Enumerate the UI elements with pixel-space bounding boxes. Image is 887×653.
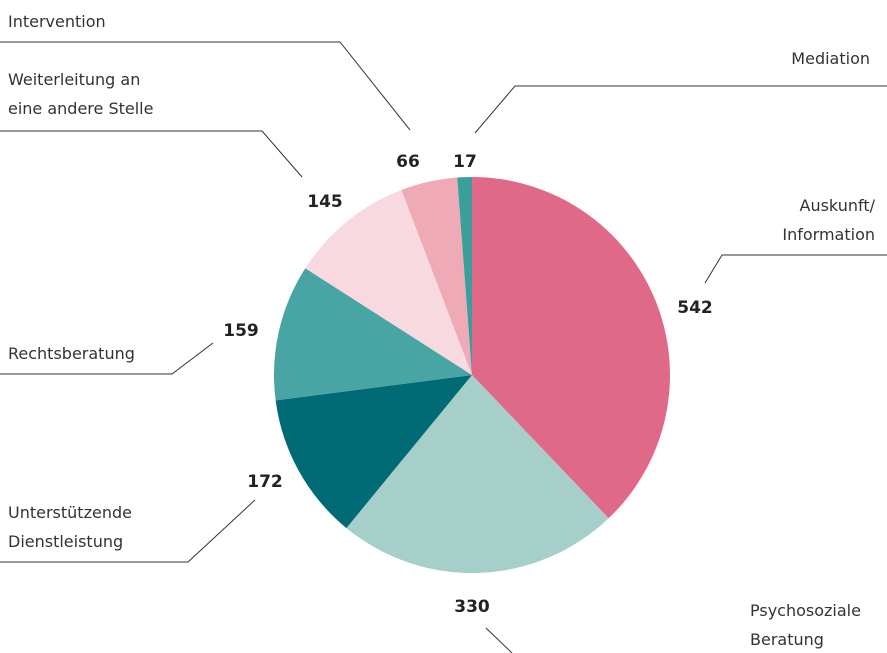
leader-line — [0, 41, 411, 131]
pie-slice — [275, 375, 472, 529]
category-label: Intervention — [8, 12, 106, 31]
value-label: 17 — [453, 152, 477, 172]
value-label: 172 — [247, 472, 283, 492]
value-label: 159 — [223, 321, 259, 341]
value-label: 542 — [677, 298, 713, 318]
pie-slice — [305, 190, 472, 375]
category-label: Rechtsberatung — [8, 344, 135, 363]
category-label: Auskunft/Information — [782, 196, 875, 244]
pie-slice — [274, 268, 472, 401]
leader-line — [704, 254, 887, 284]
leader-line — [0, 342, 214, 375]
pie-slice — [401, 177, 472, 375]
category-label: Mediation — [791, 49, 870, 68]
pie-slice — [472, 177, 670, 519]
category-label: Psychosoziale Beratung — [750, 601, 861, 649]
value-label: 66 — [396, 152, 420, 172]
leader-lines — [0, 41, 887, 653]
value-label: 330 — [454, 597, 490, 617]
value-label: 145 — [307, 192, 343, 212]
leader-line — [0, 130, 303, 178]
pie-slice — [346, 375, 609, 574]
category-label: Weiterleitung an eine andere Stelle — [8, 70, 153, 118]
leader-line — [485, 627, 513, 653]
leader-line — [474, 85, 887, 134]
category-label: Unterstützende Dienstleistung — [8, 503, 132, 551]
pie-slice — [457, 177, 472, 375]
leader-line — [0, 499, 256, 563]
